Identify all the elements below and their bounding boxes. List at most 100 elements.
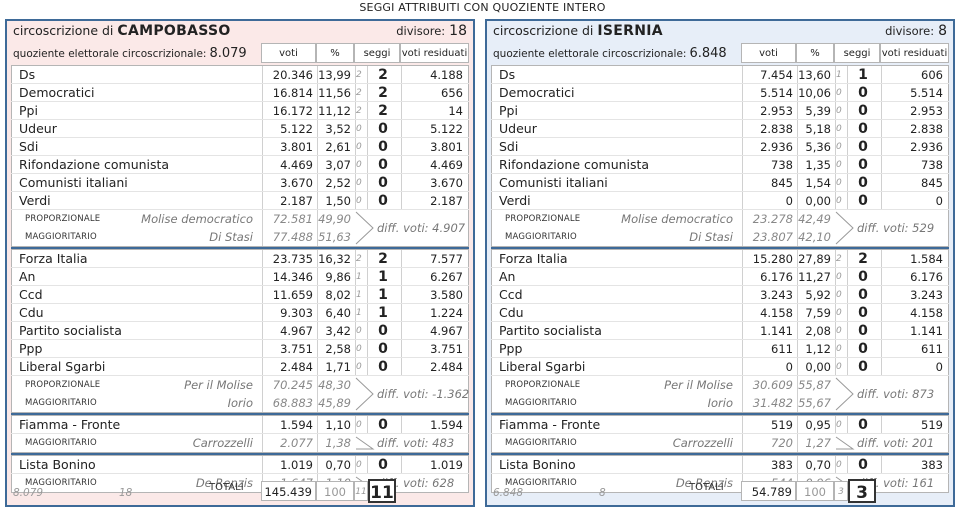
- party-pct: 2,61: [325, 140, 351, 154]
- summary-type: MAGGIORITARIO: [505, 232, 577, 242]
- grid-line: [367, 250, 368, 412]
- party-seggi: 0: [858, 359, 868, 375]
- column-header-seggi: seggi: [354, 43, 400, 63]
- party-voti-residuati: 4.158: [910, 306, 943, 320]
- diff-area: [835, 376, 948, 412]
- row-divider: [491, 433, 949, 434]
- party-voti: 4.469: [280, 158, 313, 172]
- column-header-residui: voti residuati: [880, 43, 949, 63]
- party-name: Verdi: [19, 193, 51, 208]
- party-seggi-prop: 0: [356, 362, 362, 372]
- row-divider: [11, 137, 469, 138]
- party-pct: 7,59: [805, 306, 831, 320]
- party-seggi-prop: 0: [836, 290, 842, 300]
- party-voti-residuati: 3.580: [430, 288, 463, 302]
- party-name: Verdi: [499, 193, 531, 208]
- party-seggi: 0: [378, 193, 388, 209]
- party-voti: 20.346: [272, 68, 313, 82]
- party-seggi-prop: 0: [836, 160, 842, 170]
- party-voti: 23.735: [272, 252, 313, 266]
- party-seggi: 0: [858, 175, 868, 191]
- party-seggi: 2: [378, 67, 388, 83]
- party-voti-residuati: 519: [921, 418, 943, 432]
- party-seggi-prop: 2: [356, 106, 362, 116]
- row-divider: [491, 285, 949, 286]
- party-voti-residuati: 3.670: [430, 176, 463, 190]
- party-voti-residuati: 2.936: [910, 140, 943, 154]
- summary-pct: 42,10: [798, 230, 831, 244]
- party-seggi-prop: 0: [356, 178, 362, 188]
- party-voti-residuati: 4.188: [430, 68, 463, 82]
- difference-votes: diff. voti: 483: [377, 436, 455, 450]
- party-row: Ppp 3.751 2,58 0 0 3.751: [11, 340, 469, 358]
- party-voti: 383: [771, 458, 793, 472]
- row-divider: [491, 473, 949, 474]
- column-header-seggi: seggi: [834, 43, 880, 63]
- party-pct: 1,50: [325, 194, 351, 208]
- party-pct: 1,10: [325, 418, 351, 432]
- party-voti: 6.176: [760, 270, 793, 284]
- party-seggi-prop: 0: [356, 460, 362, 470]
- footer-quoziente: 6.848: [493, 487, 524, 499]
- party-voti: 14.346: [272, 270, 313, 284]
- coalition-block: [11, 65, 469, 247]
- divisore: divisore: 8: [885, 23, 947, 39]
- summary-pct: 1,27: [805, 436, 831, 450]
- party-seggi-prop: 1: [356, 290, 362, 300]
- party-row: Lista Bonino 383 0,70 0 0 383: [491, 456, 949, 474]
- summary-pct: 55,87: [798, 378, 831, 392]
- circoscrizione-name: CAMPOBASSO: [117, 23, 231, 39]
- party-row: Ccd 3.243 5,92 0 0 3.243: [491, 286, 949, 304]
- party-seggi-prop: 0: [356, 420, 362, 430]
- row-divider: [11, 357, 469, 358]
- party-pct: 9,86: [325, 270, 351, 284]
- party-voti: 4.158: [760, 306, 793, 320]
- party-pct: 0,00: [805, 360, 831, 374]
- row-divider: [11, 119, 469, 120]
- party-seggi: 0: [858, 341, 868, 357]
- party-seggi-prop: 0: [836, 308, 842, 318]
- difference-votes: diff. voti: -1.362: [377, 387, 470, 401]
- quoziente-label: quoziente elettorale circoscrizionale: 6.…: [493, 46, 727, 61]
- circoscrizione-prefix: circoscrizione di: [493, 23, 594, 38]
- party-voti: 16.814: [272, 86, 313, 100]
- party-row: Partito socialista 4.967 3,42 0 0 4.967: [11, 322, 469, 340]
- summary-type: MAGGIORITARIO: [505, 478, 577, 488]
- party-row: Ppi 16.172 11,12 2 2 14: [11, 102, 469, 120]
- coalition-summary-row: MAGGIORITARIO Iorio 31.482 55,67: [491, 394, 949, 412]
- party-seggi-prop: 0: [836, 142, 842, 152]
- party-seggi: 0: [858, 193, 868, 209]
- summary-voti: 30.609: [752, 378, 793, 392]
- party-seggi: 0: [378, 175, 388, 191]
- party-voti: 0: [785, 194, 793, 208]
- party-voti-residuati: 1.594: [430, 418, 463, 432]
- grid-line: [797, 66, 798, 246]
- party-voti-residuati: 2.484: [430, 360, 463, 374]
- summary-pct: 45,89: [318, 396, 351, 410]
- party-seggi-prop: 0: [836, 460, 842, 470]
- party-pct: 3,52: [325, 122, 351, 136]
- party-voti: 5.122: [280, 122, 313, 136]
- coalition-summary-row: MAGGIORITARIO Di Stasi 77.488 51,63: [11, 228, 469, 246]
- party-row: Cdu 4.158 7,59 0 0 4.158: [491, 304, 949, 322]
- party-seggi: 1: [378, 287, 388, 303]
- party-voti-residuati: 3.801: [430, 140, 463, 154]
- grid-line: [881, 250, 882, 412]
- party-seggi: 0: [858, 323, 868, 339]
- summary-voti: 70.245: [272, 378, 313, 392]
- grid-line: [835, 66, 836, 246]
- circoscrizione-prefix: circoscrizione di: [13, 23, 114, 38]
- party-seggi-prop: 0: [836, 88, 842, 98]
- party-voti-residuati: 3.751: [430, 342, 463, 356]
- party-pct: 11,56: [318, 86, 351, 100]
- party-seggi: 0: [858, 417, 868, 433]
- party-row: Sdi 2.936 5,36 0 0 2.936: [491, 138, 949, 156]
- group-separator: [11, 247, 469, 249]
- difference-votes: diff. voti: 529: [857, 221, 935, 235]
- party-name: Liberal Sgarbi: [19, 359, 106, 374]
- party-name: An: [19, 269, 36, 284]
- row-divider: [491, 173, 949, 174]
- row-divider: [491, 375, 949, 376]
- group-separator: [491, 413, 949, 415]
- diff-area: [355, 434, 468, 452]
